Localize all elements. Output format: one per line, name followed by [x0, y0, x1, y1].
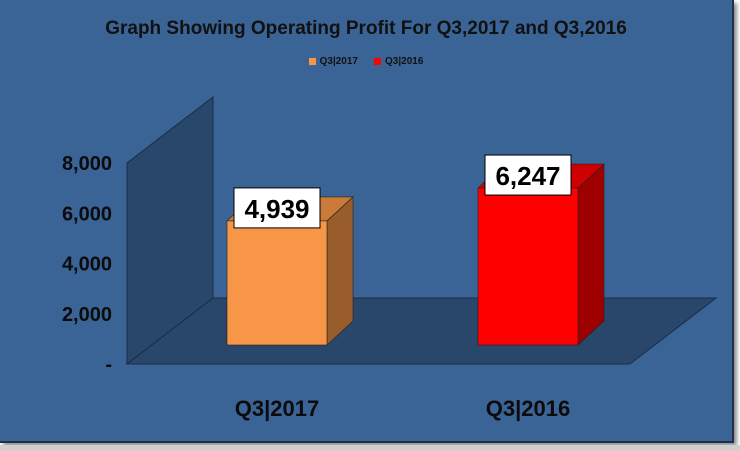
legend: Q3|2017 Q3|2016	[0, 56, 732, 67]
floor	[125, 297, 718, 365]
legend-item-q3-2016: Q3|2016	[374, 56, 423, 67]
legend-label-q3-2017: Q3|2017	[319, 56, 358, 67]
bar	[226, 220, 328, 346]
bar-side	[326, 196, 354, 346]
y-tick-label: 2,000	[62, 304, 112, 326]
chart-title: Graph Showing Operating Profit For Q3,20…	[105, 18, 627, 39]
bottom-bar	[0, 445, 740, 450]
legend-label-q3-2016: Q3|2016	[385, 56, 424, 67]
bar-side	[577, 163, 605, 346]
y-tick-label: 6,000	[62, 203, 112, 225]
legend-swatch-q3-2017	[308, 58, 316, 65]
x-category-label: Q3|2017	[235, 396, 319, 421]
legend-item-q3-2017: Q3|2017	[308, 56, 358, 67]
x-category-label: Q3|2016	[486, 396, 570, 421]
chart-frame	[0, 0, 734, 443]
legend-swatch-q3-2016	[374, 58, 381, 65]
y-tick-label: 8,000	[62, 153, 112, 175]
data-label: 6,247	[495, 161, 560, 191]
data-label-box	[233, 187, 321, 229]
bar	[477, 187, 579, 346]
data-label: 4,939	[244, 194, 309, 224]
y-tick-label: -	[105, 354, 112, 376]
y-tick-label: 4,000	[62, 254, 112, 276]
data-label-box	[484, 154, 572, 196]
